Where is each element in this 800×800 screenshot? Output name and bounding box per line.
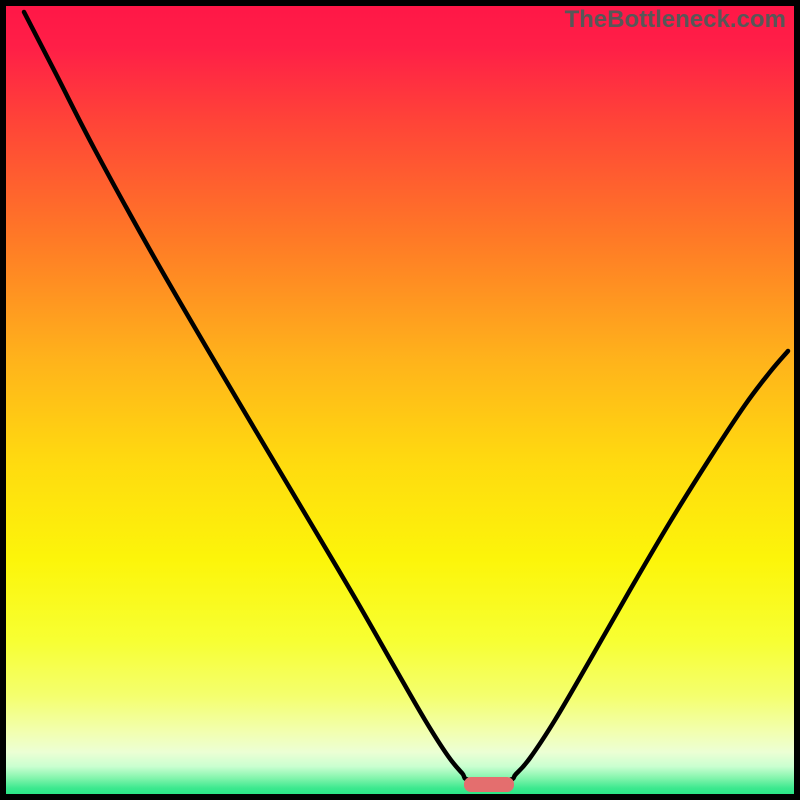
- watermark-text: TheBottleneck.com: [565, 6, 786, 34]
- bottleneck-chart: TheBottleneck.com: [0, 0, 800, 800]
- chart-plot-area: [0, 0, 800, 800]
- chart-background: [0, 0, 800, 800]
